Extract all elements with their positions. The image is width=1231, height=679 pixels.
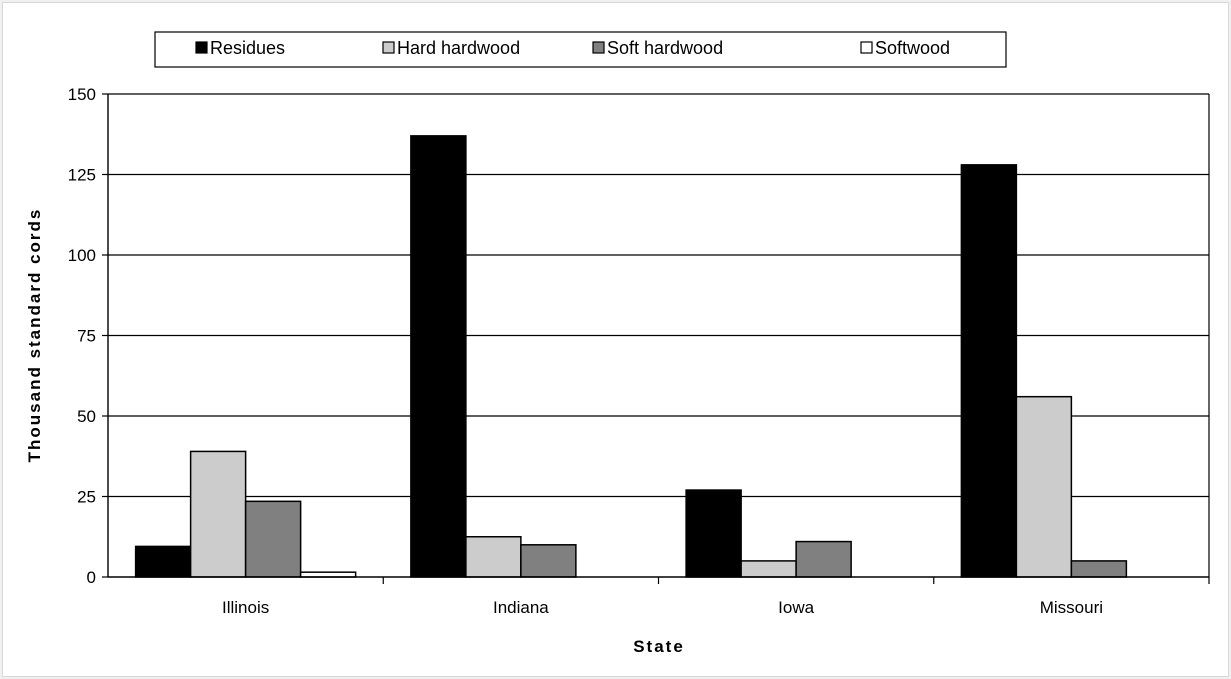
bar-illinois-residues: [134, 545, 192, 578]
bar-missouri-hard-hardwood: [1015, 395, 1073, 578]
legend: Residues Hard hardwood Soft hardwood Softwo…: [154, 31, 1007, 68]
bar-missouri-residues: [960, 164, 1018, 578]
x-tick-label-illinois: Illinois: [222, 598, 269, 617]
y-tick-label-125: 125: [68, 166, 96, 185]
y-tick-label-75: 75: [77, 327, 96, 346]
x-tick-label-iowa: Iowa: [778, 598, 814, 617]
axes: 0 25 50 75 100 125 150 Illinois Indiana Iowa Misso…: [68, 85, 1210, 617]
legend-swatch-residues: [195, 41, 208, 54]
y-tick-label-100: 100: [68, 246, 96, 265]
legend-swatch-softwood: [860, 41, 873, 54]
x-tick-label-indiana: Indiana: [493, 598, 549, 617]
gridlines: [108, 93, 1209, 498]
y-tick-label-50: 50: [77, 407, 96, 426]
bar-iowa-residues: [685, 489, 742, 578]
bar-indiana-residues: [410, 135, 467, 578]
legend-label-residues: Residues: [210, 38, 285, 58]
legend-label-soft-hardwood: Soft hardwood: [607, 38, 723, 58]
y-tick-label-150: 150: [68, 85, 96, 104]
bar-indiana-soft-hardwood: [520, 544, 577, 578]
bar-illinois-soft-hardwood: [244, 500, 302, 578]
bar-iowa-soft-hardwood: [795, 540, 852, 578]
bar-missouri-soft-hardwood: [1070, 560, 1128, 578]
y-tick-label-0: 0: [87, 568, 96, 587]
bars: [134, 135, 1128, 578]
legend-label-hard-hardwood: Hard hardwood: [397, 38, 520, 58]
y-tick-label-25: 25: [77, 488, 96, 507]
legend-swatch-hard-hardwood: [382, 41, 395, 54]
legend-label-softwood: Softwood: [875, 38, 950, 58]
bar-illinois-softwood: [299, 571, 357, 578]
x-axis-title: State: [633, 637, 685, 656]
bar-iowa-hard-hardwood: [740, 560, 797, 578]
x-tick-label-missouri: Missouri: [1040, 598, 1103, 617]
legend-swatch-soft-hardwood: [592, 41, 605, 54]
bar-indiana-hard-hardwood: [465, 536, 522, 578]
bar-illinois-hard-hardwood: [189, 450, 247, 578]
y-axis-title: Thousand standard cords: [25, 208, 44, 463]
